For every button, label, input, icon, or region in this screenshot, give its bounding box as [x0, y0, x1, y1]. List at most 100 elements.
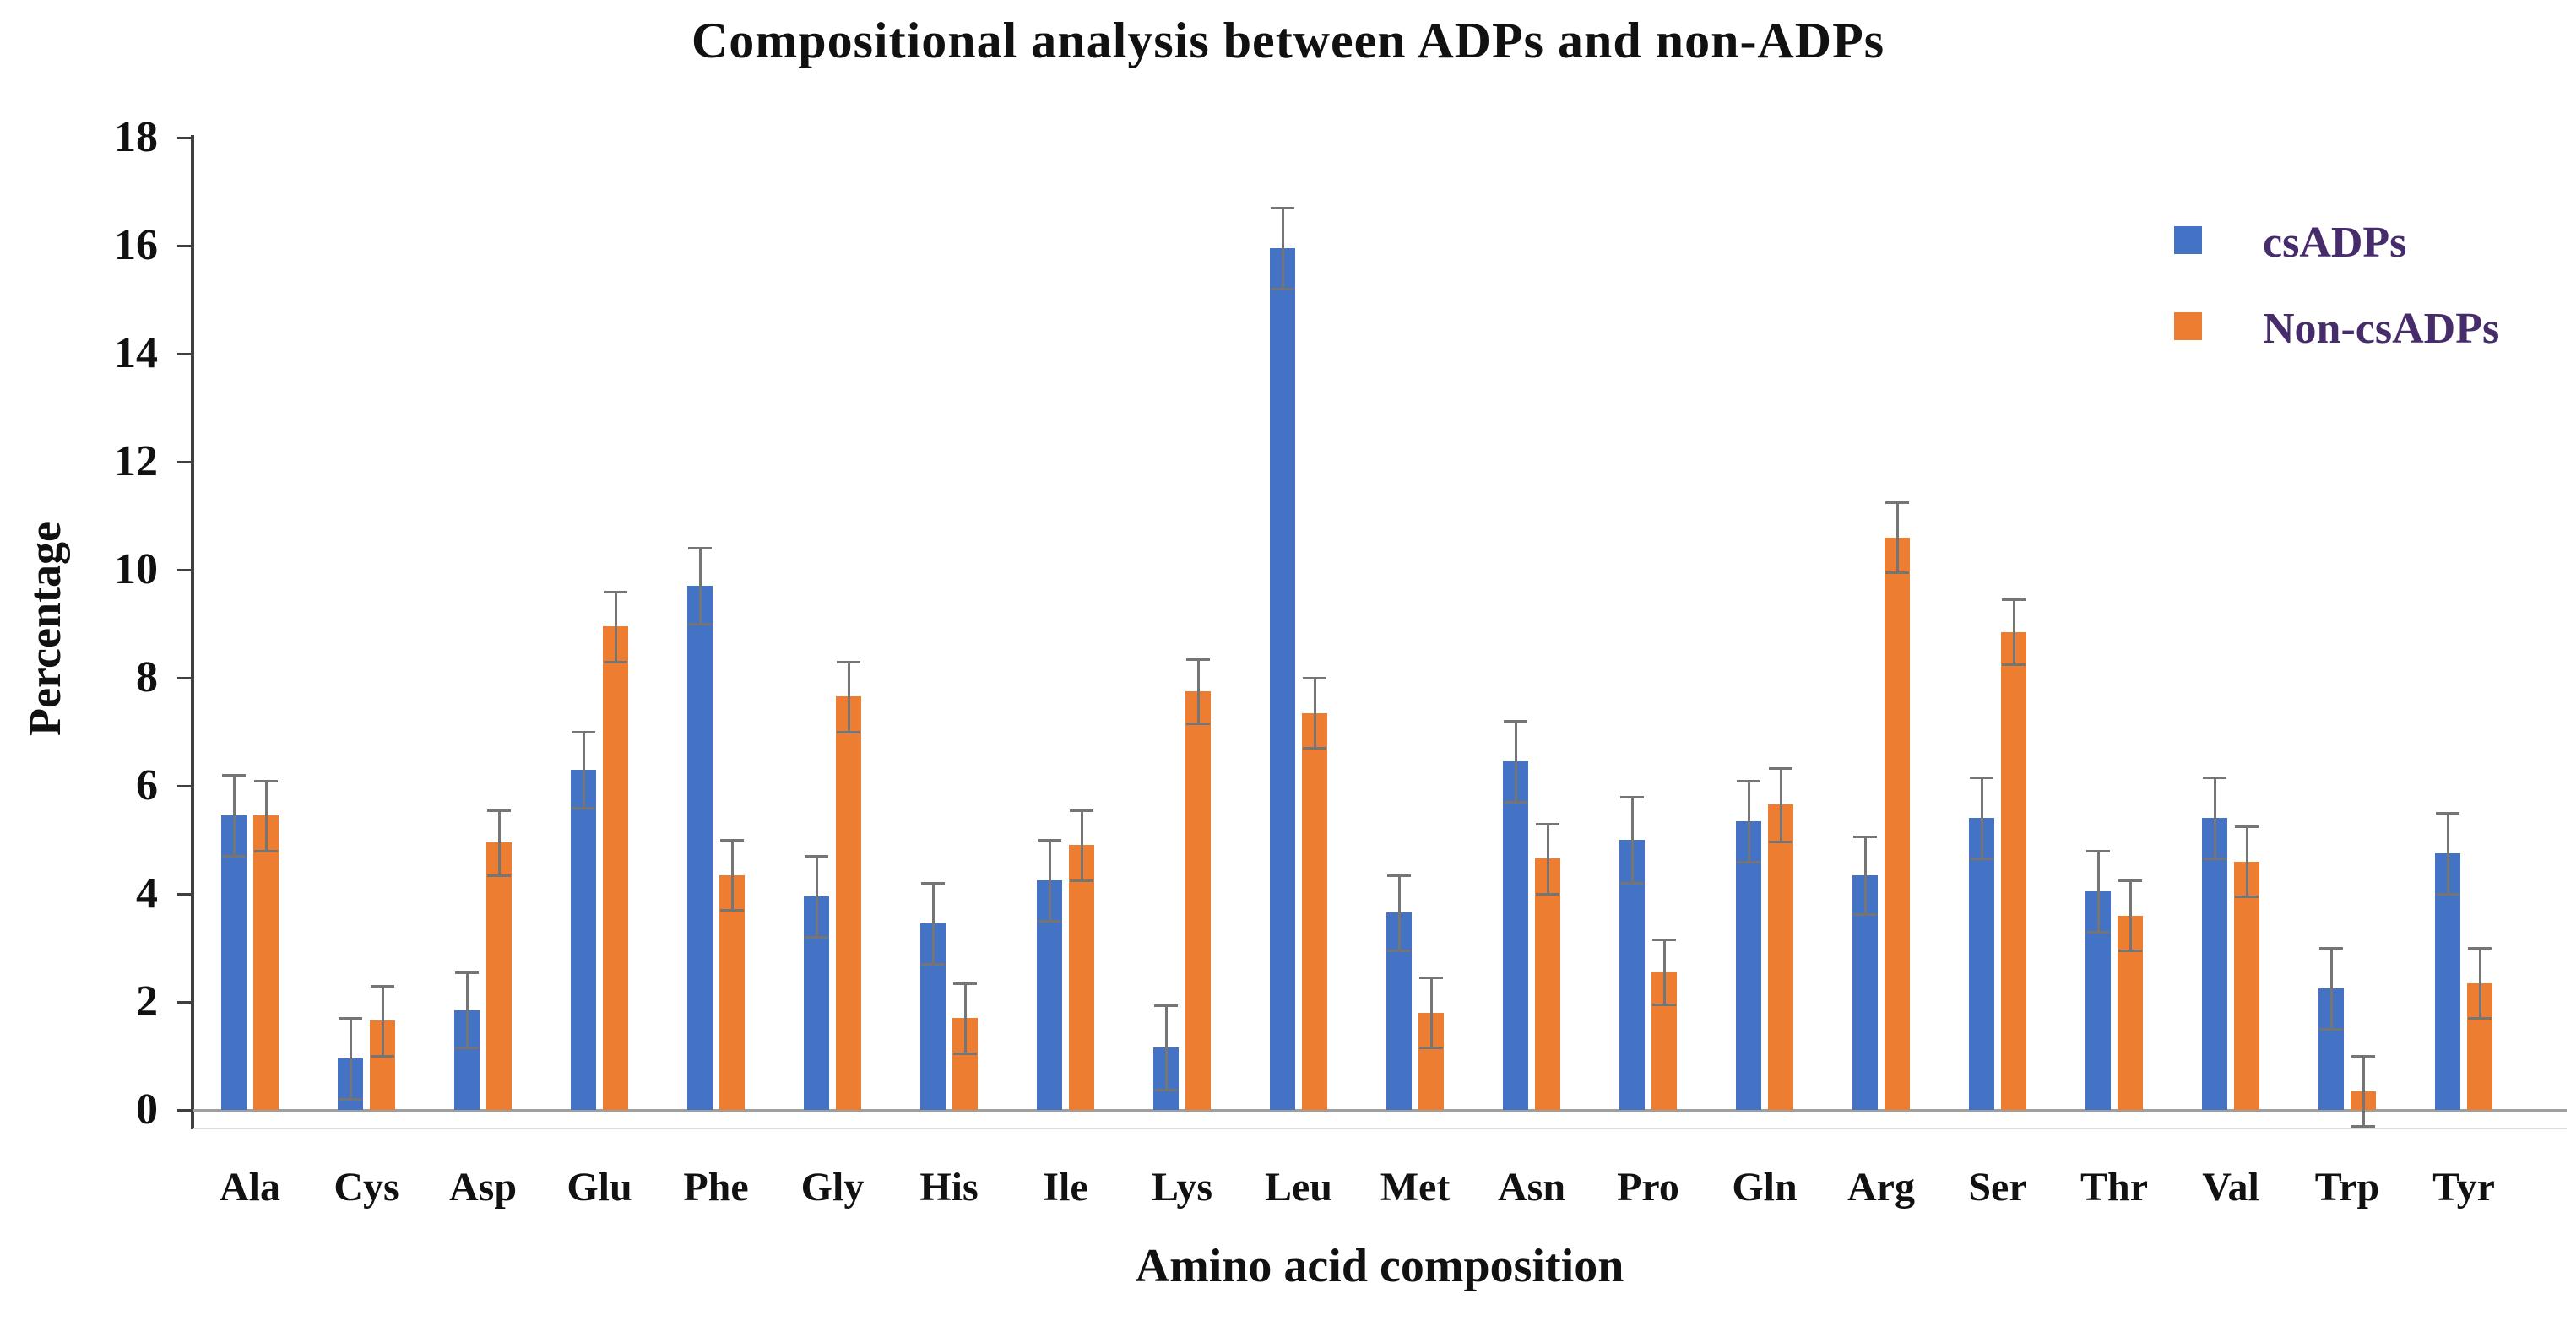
- error-bar-cap-bottom: [2351, 1125, 2375, 1128]
- y-axis-tick: [177, 1109, 192, 1112]
- bar-non-csadps-gly: [836, 696, 861, 1110]
- error-bar-cap-top: [2468, 947, 2492, 950]
- error-bar-cap-bottom: [604, 660, 627, 663]
- error-bar-cap-bottom: [1186, 723, 1210, 726]
- error-bar-cap-bottom: [1154, 1089, 1178, 1092]
- bar-non-csadps-lys: [1185, 691, 1211, 1110]
- error-bar-cap-top: [604, 590, 627, 593]
- error-bar: [2446, 813, 2449, 894]
- y-axis-tick: [177, 893, 192, 896]
- error-bar-cap-top: [1303, 677, 1326, 679]
- error-bar-cap-bottom: [1504, 801, 1527, 804]
- error-bar-cap-bottom: [1853, 912, 1877, 916]
- error-bar: [1747, 780, 1750, 862]
- bar-csadps-leu: [1270, 248, 1295, 1110]
- error-bar-cap-top: [455, 971, 479, 974]
- y-axis-tick-label: 12: [114, 437, 158, 485]
- error-bar: [815, 856, 818, 938]
- error-bar: [1895, 502, 1899, 573]
- error-bar: [497, 809, 501, 875]
- error-bar: [1080, 809, 1083, 880]
- error-bar: [1980, 777, 1983, 859]
- error-bar-cap-top: [1154, 1004, 1178, 1008]
- error-bar-cap-top: [1737, 779, 1760, 782]
- error-bar-cap-bottom: [837, 731, 860, 733]
- error-bar-cap-bottom: [688, 623, 712, 625]
- error-bar-cap-top: [487, 809, 511, 812]
- error-bar-cap-top: [837, 660, 860, 663]
- error-bar-cap-top: [2086, 849, 2110, 852]
- y-axis-tick: [177, 785, 192, 787]
- bar-csadps-ala: [221, 815, 247, 1110]
- x-axis-category-label: Met: [1380, 1165, 1451, 1210]
- y-axis-tick: [177, 137, 192, 139]
- error-bar-cap-top: [1504, 720, 1527, 723]
- error-bar-cap-bottom: [2235, 896, 2259, 899]
- error-bar-cap-top: [1970, 777, 1993, 780]
- error-bar-cap-top: [371, 984, 394, 988]
- x-axis-category-label: Tyr: [2432, 1165, 2495, 1210]
- legend-label-csadps: csADPs: [2263, 219, 2407, 267]
- y-axis-tick-label: 10: [114, 545, 158, 593]
- error-bar: [1313, 678, 1316, 749]
- error-bar-cap-top: [1769, 766, 1792, 770]
- error-bar-cap-bottom: [921, 963, 945, 966]
- error-bar-cap-bottom: [2319, 1028, 2343, 1031]
- error-bar: [1546, 823, 1549, 894]
- x-axis-category-label: Gln: [1732, 1165, 1798, 1210]
- bar-csadps-val: [2202, 818, 2227, 1110]
- y-axis-tick-label: 8: [136, 653, 158, 701]
- error-bar-cap-top: [720, 839, 744, 842]
- x-axis-baseline: [193, 1109, 2567, 1112]
- error-bar-cap-top: [339, 1017, 362, 1020]
- error-bar-cap-top: [2235, 825, 2259, 828]
- error-bar: [1281, 208, 1284, 290]
- error-bar-cap-top: [1070, 809, 1093, 812]
- y-axis-tick: [177, 1001, 192, 1004]
- x-axis-category-label: Pro: [1617, 1165, 1679, 1210]
- x-axis-category-label: Thr: [2080, 1165, 2148, 1210]
- error-bar: [1863, 836, 1867, 914]
- x-axis-category-label: Arg: [1847, 1165, 1915, 1210]
- chart-title: Compositional analysis between ADPs and …: [691, 13, 1885, 68]
- error-bar: [264, 780, 268, 851]
- error-bar-cap-bottom: [2436, 893, 2459, 896]
- error-bar-cap-top: [2436, 812, 2459, 815]
- error-bar: [1196, 658, 1200, 724]
- bar-non-csadps-arg: [1885, 538, 1910, 1110]
- error-bar-cap-bottom: [487, 874, 511, 877]
- error-bar: [381, 985, 384, 1056]
- error-bar: [2096, 850, 2100, 932]
- error-bar-cap-bottom: [2203, 858, 2226, 861]
- legend: csADPs Non-csADPs: [2166, 221, 2571, 407]
- error-bar-cap-bottom: [1652, 1004, 1676, 1007]
- error-bar: [1630, 796, 1634, 884]
- error-bar-cap-top: [254, 779, 278, 782]
- bar-non-csadps-val: [2234, 862, 2259, 1110]
- error-bar: [698, 548, 702, 624]
- error-bar: [847, 661, 850, 732]
- error-bar: [614, 591, 617, 662]
- x-axis-category-label: Phe: [683, 1165, 749, 1210]
- x-axis-category-label: Asp: [448, 1165, 518, 1210]
- x-axis-category-label: Leu: [1264, 1165, 1332, 1210]
- y-axis-tick-label: 4: [136, 869, 158, 917]
- x-axis-category-label: Cys: [334, 1165, 399, 1210]
- x-axis-category-label: His: [919, 1165, 979, 1210]
- error-bar-cap-top: [1620, 795, 1644, 798]
- error-bar-cap-bottom: [2118, 950, 2142, 953]
- error-bar-cap-top: [1038, 839, 1061, 842]
- bar-csadps-phe: [687, 586, 713, 1110]
- x-axis-category-label: Lys: [1151, 1165, 1213, 1210]
- error-bar-cap-top: [1387, 874, 1411, 877]
- bar-csadps-asn: [1503, 761, 1528, 1110]
- x-axis-category-label: Trp: [2314, 1165, 2380, 1210]
- y-axis-tick-label: 18: [114, 113, 158, 161]
- x-axis-category-label: Ala: [220, 1165, 280, 1210]
- error-bar-cap-bottom: [2002, 663, 2026, 666]
- error-bar-cap-top: [1885, 501, 1909, 504]
- error-bar-cap-top: [222, 774, 246, 777]
- error-bar-cap-bottom: [805, 936, 828, 939]
